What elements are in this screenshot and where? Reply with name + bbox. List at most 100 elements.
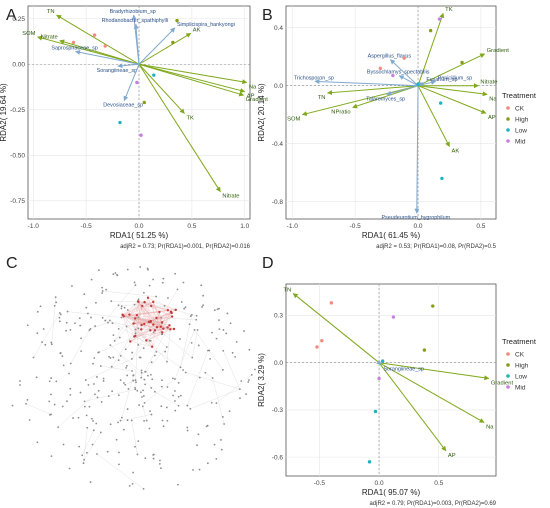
stats-caption: adjR2 = 0.53; Pr(RDA1)=0.08, Pr(RDA2)=0.…: [376, 244, 497, 250]
sample-point-ck: [92, 33, 97, 37]
x-tick-label: 0.0: [375, 480, 384, 487]
network-node: [155, 350, 158, 353]
network-node: [83, 400, 86, 403]
legend-swatch-low: [506, 128, 510, 132]
network-edge: [146, 316, 173, 341]
network-node-red: [149, 320, 152, 323]
network-node: [213, 443, 216, 446]
network-node: [204, 371, 207, 374]
network-node: [245, 393, 247, 396]
network-node: [234, 355, 237, 358]
network-node: [128, 484, 131, 487]
env-arrow: [378, 362, 490, 381]
network-edge: [145, 346, 167, 372]
network-edge: [147, 297, 176, 311]
env-arrow-label: Nitrate: [222, 194, 239, 200]
network-node: [83, 405, 86, 408]
env-arrow-label: Na: [486, 424, 494, 430]
legend-title: Treatment: [502, 337, 537, 346]
network-node: [69, 329, 72, 331]
env-arrow-label: TK: [445, 7, 453, 13]
network-edge: [83, 427, 88, 464]
network-node: [183, 307, 186, 310]
network-edge: [185, 372, 240, 390]
network-node: [176, 288, 179, 291]
network-edge: [142, 305, 163, 333]
env-arrow: [417, 85, 450, 147]
network-node: [196, 444, 198, 447]
network-node: [87, 312, 89, 315]
network-node: [88, 329, 91, 332]
network-node: [28, 419, 31, 421]
network-node: [118, 336, 121, 339]
network-node: [211, 377, 214, 379]
legend-label-ck: CK: [515, 352, 525, 359]
network-node: [220, 439, 222, 441]
network-edge: [133, 312, 172, 324]
network-edge: [122, 315, 135, 337]
species-arrow: [390, 59, 419, 87]
network-edge: [146, 340, 153, 347]
network-node: [84, 379, 87, 381]
legend-label-mid: Mid: [515, 139, 526, 146]
network-node: [50, 343, 53, 346]
network-node: [95, 422, 98, 425]
species-arrow-label: Pseudeurotium_hygrophilum: [381, 215, 450, 221]
network-edge: [130, 341, 153, 347]
y-axis-title: RDA2( 20.14 %): [257, 83, 266, 142]
network-edge: [67, 311, 122, 318]
network-node: [198, 468, 201, 471]
network-node: [137, 327, 140, 330]
network-node: [174, 272, 177, 275]
network-edge: [122, 301, 139, 316]
network-node: [225, 332, 228, 335]
env-arrow: [138, 63, 221, 193]
species-arrow-label: Fusarium_sp: [426, 77, 457, 83]
env-arrow: [378, 362, 447, 452]
network-edge: [120, 355, 145, 380]
network-node: [96, 396, 99, 399]
network-node: [120, 416, 123, 419]
network-node: [137, 298, 140, 301]
network-node: [220, 448, 223, 451]
network-node-red: [133, 335, 136, 338]
network-node: [116, 273, 118, 276]
sample-point-low: [416, 82, 420, 86]
network-node: [93, 357, 96, 359]
network-node: [92, 429, 95, 432]
species-arrow: [133, 23, 140, 65]
network-node: [117, 304, 120, 307]
panel-label-a: A: [6, 7, 17, 24]
network-edge: [161, 289, 178, 318]
network-node-red: [129, 340, 132, 343]
network-node: [143, 378, 146, 381]
network-node: [248, 379, 250, 381]
network-node: [142, 347, 145, 350]
network-edge: [156, 317, 161, 327]
network-node: [105, 288, 108, 291]
network-node: [112, 273, 115, 276]
network-edge: [100, 365, 133, 372]
env-arrow-label: AP: [448, 453, 456, 459]
network-node: [166, 419, 169, 422]
network-node: [97, 389, 100, 392]
network-node: [25, 402, 27, 405]
network-edge: [192, 330, 198, 358]
network-node: [79, 324, 82, 327]
network-node: [19, 384, 21, 386]
network-node-red: [145, 339, 148, 342]
network-node: [162, 277, 165, 280]
network-node: [253, 368, 256, 371]
network-node-red: [159, 325, 163, 328]
y-tick-label: 0.4: [274, 25, 283, 32]
network-node: [44, 343, 47, 346]
network-node: [134, 328, 137, 331]
network-edge: [205, 372, 213, 379]
stats-caption: adjR2 = 0.73; Pr(RDA1)=0.001, Pr(RDA2)=0…: [120, 244, 251, 250]
network-node: [61, 405, 64, 408]
network-node: [78, 317, 81, 320]
network-node: [35, 376, 38, 379]
network-node: [189, 408, 192, 410]
network-node: [83, 458, 86, 461]
network-node: [171, 377, 174, 380]
